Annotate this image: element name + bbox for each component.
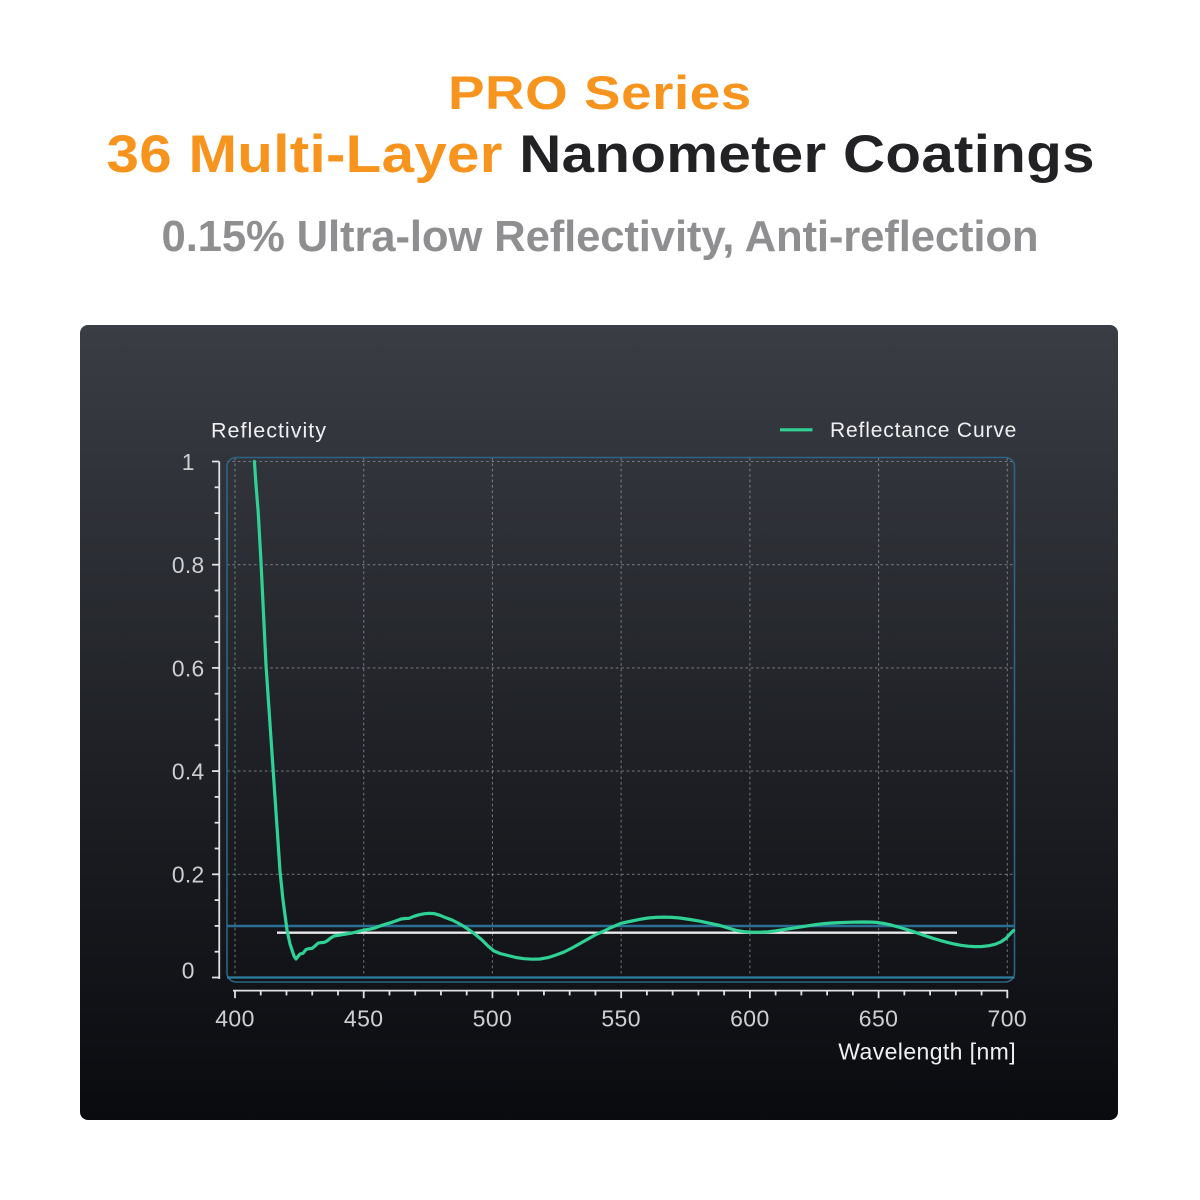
svg-text:0: 0: [182, 957, 195, 983]
svg-text:0.8: 0.8: [172, 552, 205, 578]
svg-text:Reflectance Curve: Reflectance Curve: [830, 419, 1017, 442]
svg-text:700: 700: [988, 1006, 1028, 1032]
svg-text:0.6: 0.6: [172, 655, 205, 681]
svg-text:650: 650: [859, 1006, 899, 1032]
svg-text:450: 450: [344, 1006, 384, 1032]
svg-text:0.2: 0.2: [172, 862, 205, 888]
svg-text:400: 400: [215, 1006, 255, 1032]
svg-text:Reflectivity: Reflectivity: [211, 419, 327, 443]
svg-text:0.4: 0.4: [172, 759, 205, 785]
svg-text:600: 600: [730, 1006, 770, 1032]
svg-text:500: 500: [473, 1006, 513, 1032]
svg-text:550: 550: [601, 1006, 641, 1032]
svg-text:Wavelength [nm]: Wavelength [nm]: [838, 1039, 1016, 1065]
svg-text:1: 1: [182, 449, 195, 475]
